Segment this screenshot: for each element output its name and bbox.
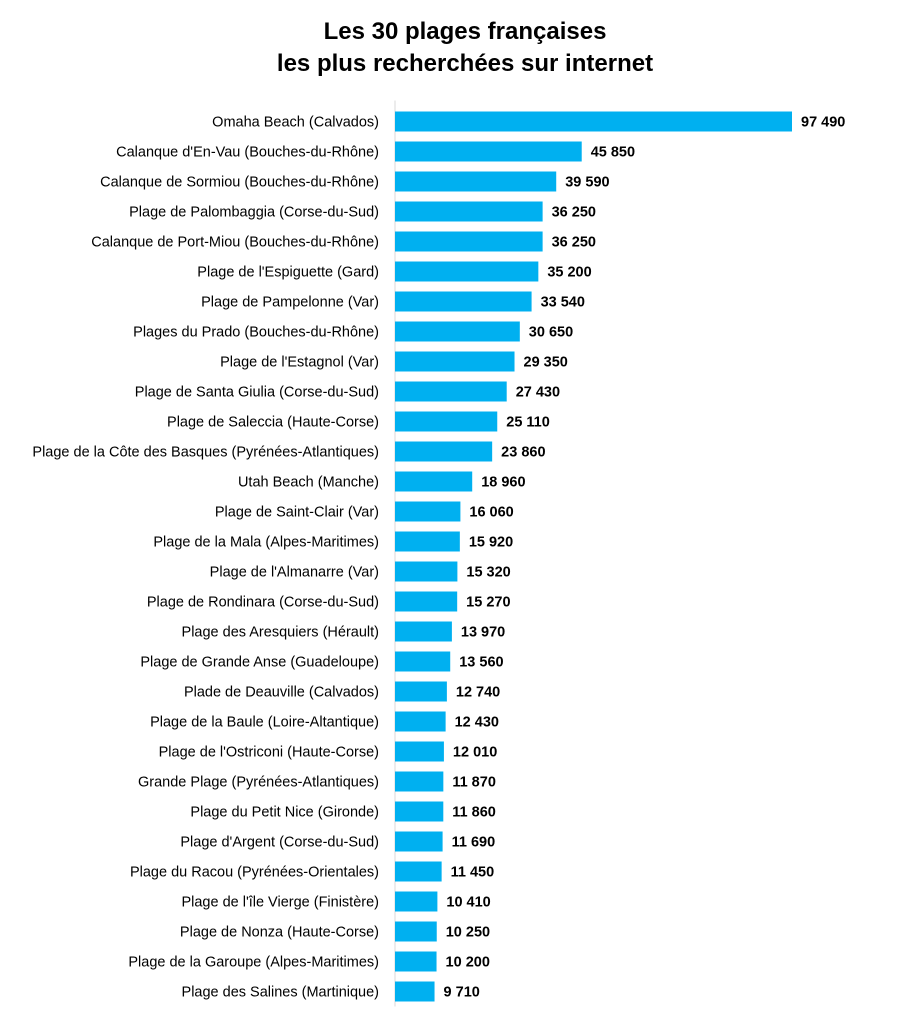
value-label-4: 36 250 [552,235,596,251]
category-label-27: Plage de Nonza (Haute-Corse) [180,925,379,941]
category-label-21: Plage de l'Ostriconi (Haute-Corse) [159,745,379,761]
category-label-10: Plage de Saleccia (Haute-Corse) [167,415,379,431]
value-label-5: 35 200 [547,265,591,281]
bar-7 [395,321,520,342]
value-label-12: 18 960 [481,475,525,491]
category-label-17: Plage des Aresquiers (Hérault) [182,625,379,641]
category-label-5: Plage de l'Espiguette (Gard) [197,265,379,281]
bar-12 [395,471,473,492]
value-label-15: 15 320 [466,565,510,581]
value-label-0: 97 490 [801,115,845,131]
category-label-16: Plage de Rondinara (Corse-du-Sud) [147,595,379,611]
bar-22 [395,771,444,792]
bar-11 [395,441,493,462]
bar-23 [395,801,444,822]
bar-13 [395,501,461,522]
bar-8 [395,351,515,372]
category-label-11: Plage de la Côte des Basques (Pyrénées-A… [32,445,379,461]
category-label-26: Plage de l'île Vierge (Finistère) [181,895,379,911]
bar-0 [395,111,792,132]
bar-5 [395,261,539,282]
chart-title-line-1: Les 30 plages françaises [323,18,607,45]
category-label-15: Plage de l'Almanarre (Var) [210,565,379,581]
bar-10 [395,411,498,432]
category-label-18: Plage de Grande Anse (Guadeloupe) [140,655,379,671]
category-label-4: Calanque de Port-Miou (Bouches-du-Rhône) [91,235,379,251]
value-label-10: 25 110 [506,415,550,431]
category-label-13: Plage de Saint-Clair (Var) [215,505,379,521]
bar-15 [395,561,458,582]
category-label-28: Plage de la Garoupe (Alpes-Maritimes) [128,955,379,971]
bar-17 [395,621,452,642]
bar-18 [395,651,451,672]
value-label-26: 10 410 [446,895,490,911]
category-label-25: Plage du Racou (Pyrénées-Orientales) [130,865,379,881]
value-label-28: 10 200 [446,955,490,971]
value-label-11: 23 860 [501,445,545,461]
category-label-12: Utah Beach (Manche) [238,475,379,491]
value-label-23: 11 860 [452,805,496,821]
bar-29 [395,981,435,1002]
category-label-23: Plage du Petit Nice (Gironde) [190,805,379,821]
category-label-0: Omaha Beach (Calvados) [212,115,379,131]
bar-27 [395,921,437,942]
bar-28 [395,951,437,972]
value-label-14: 15 920 [469,535,513,551]
category-label-14: Plage de la Mala (Alpes-Maritimes) [153,535,379,551]
category-labels: Omaha Beach (Calvados) Calanque d'En-Vau … [32,115,379,1001]
value-label-18: 13 560 [459,655,503,671]
value-label-24: 11 690 [452,835,496,851]
value-label-1: 45 850 [591,145,635,161]
value-label-9: 27 430 [516,385,560,401]
bar-19 [395,681,447,702]
bar-21 [395,741,444,762]
category-label-19: Plade de Deauville (Calvados) [184,685,379,701]
category-label-20: Plage de la Baule (Loire-Altantique) [150,715,379,731]
value-label-19: 12 740 [456,685,500,701]
value-labels: 97 490 45 850 39 590 36 250 36 250 35 200 33 5… [444,115,846,1001]
category-label-2: Calanque de Sormiou (Bouches-du-Rhône) [100,175,379,191]
bar-16 [395,591,458,612]
bars-layer [395,111,792,1002]
bar-2 [395,171,557,192]
category-label-3: Plage de Palombaggia (Corse-du-Sud) [129,205,379,221]
category-label-1: Calanque d'En-Vau (Bouches-du-Rhône) [116,145,379,161]
value-label-3: 36 250 [552,205,596,221]
bar-20 [395,711,446,732]
chart-title-line-2: les plus recherchées sur internet [276,50,654,77]
value-label-21: 12 010 [453,745,497,761]
bar-25 [395,861,442,882]
value-label-25: 11 450 [451,865,495,881]
value-label-16: 15 270 [466,595,510,611]
bar-9 [395,381,507,402]
bar-14 [395,531,460,552]
category-label-29: Plage des Salines (Martinique) [182,985,379,1001]
bar-24 [395,831,443,852]
category-label-6: Plage de Pampelonne (Var) [201,295,379,311]
category-label-22: Grande Plage (Pyrénées-Atlantiques) [138,775,379,791]
category-label-24: Plage d'Argent (Corse-du-Sud) [180,835,379,851]
value-label-7: 30 650 [529,325,573,341]
category-label-9: Plage de Santa Giulia (Corse-du-Sud) [135,385,379,401]
bar-3 [395,201,543,222]
value-label-27: 10 250 [446,925,490,941]
category-label-7: Plages du Prado (Bouches-du-Rhône) [133,325,379,341]
category-label-8: Plage de l'Estagnol (Var) [220,355,379,371]
bar-26 [395,891,438,912]
value-label-29: 9 710 [444,985,480,1001]
value-label-20: 12 430 [455,715,499,731]
chart-title: Les 30 plages françaises les plus recher… [0,16,899,80]
bar-6 [395,291,532,312]
bar-1 [395,141,582,162]
value-label-13: 16 060 [469,505,513,521]
bar-4 [395,231,543,252]
value-label-6: 33 540 [541,295,585,311]
value-label-2: 39 590 [565,175,609,191]
value-label-17: 13 970 [461,625,505,641]
value-label-22: 11 870 [452,775,496,791]
value-label-8: 29 350 [524,355,568,371]
